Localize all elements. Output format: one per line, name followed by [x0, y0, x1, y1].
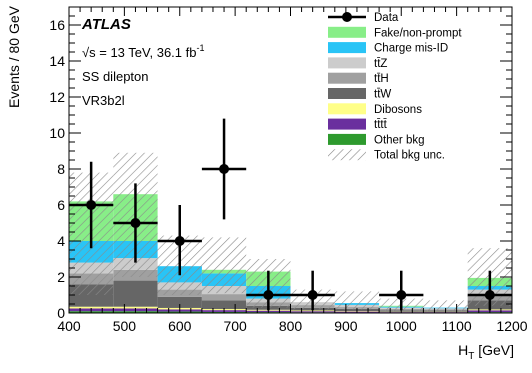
- y-tick-label: 0: [57, 305, 65, 321]
- legend-label: tt̄W: [374, 88, 391, 100]
- data-point: [263, 290, 273, 300]
- y-tick-label: 2: [57, 269, 65, 285]
- legend-label: Fake/non-prompt: [374, 27, 462, 39]
- energy-lumi-label: √s = 13 TeV, 36.1 fb-1: [82, 43, 205, 60]
- legend-label: tt̄tt̄: [374, 119, 388, 131]
- legend-label: Charge mis-ID: [374, 43, 448, 55]
- legend-swatch: [328, 134, 366, 145]
- y-axis-title: Events / 80 GeV: [6, 5, 22, 108]
- legend: Data Fake/non-prompt Charge mis-ID tt̄Z tt̄H…: [328, 12, 462, 162]
- legend-swatch: [328, 119, 366, 130]
- x-tick-label: 1000: [386, 318, 417, 334]
- legend-swatch: [328, 27, 366, 38]
- legend-label: Total bkg unc.: [374, 150, 445, 162]
- legend-unc-swatch: [328, 149, 366, 160]
- data-point: [86, 200, 96, 210]
- stack-bar-ttW: [113, 281, 157, 307]
- legend-swatch: [328, 88, 366, 99]
- legend-swatch: [328, 42, 366, 53]
- legend-swatch: [328, 57, 366, 68]
- legend-label: tt̄H: [374, 73, 389, 85]
- x-tick-label: 1100: [442, 318, 472, 334]
- x-tick-label: 1200: [496, 318, 527, 334]
- legend-data-marker: [342, 12, 352, 22]
- x-tick-label: 500: [113, 318, 137, 334]
- y-tick-label: 4: [57, 233, 65, 249]
- channel-label: SS dilepton: [82, 69, 149, 84]
- y-tick-label: 10: [49, 125, 65, 141]
- data-point: [396, 290, 406, 300]
- region-label: VR3b2l: [82, 93, 125, 108]
- legend-label: Other bkg: [374, 134, 425, 146]
- legend-swatch: [328, 73, 366, 84]
- y-tick-label: 8: [57, 161, 65, 177]
- atlas-label: ATLAS: [81, 16, 131, 33]
- legend-label: tt̄Z: [374, 57, 387, 69]
- y-tick-label: 16: [49, 17, 65, 33]
- legend-label: Dibosons: [374, 104, 422, 116]
- x-tick-label: 700: [223, 318, 247, 334]
- data-point: [485, 290, 495, 300]
- unc-band-bin: [335, 291, 379, 309]
- data-point: [130, 218, 140, 228]
- y-tick-label: 6: [57, 197, 65, 213]
- data-point: [175, 236, 185, 246]
- x-tick-label: 900: [334, 318, 358, 334]
- stack-bar-ttW: [202, 300, 246, 309]
- legend-label: Data: [374, 12, 399, 24]
- legend-swatch: [328, 103, 366, 114]
- y-tick-label: 12: [49, 89, 65, 105]
- stack-bar-ttH: [202, 294, 246, 300]
- data-point: [308, 290, 318, 300]
- y-tick-label: 14: [49, 53, 65, 69]
- unc-band-bin: [202, 237, 246, 293]
- x-axis-title: HT [GeV]: [458, 342, 514, 362]
- x-tick-label: 800: [279, 318, 303, 334]
- x-tick-label: 600: [168, 318, 192, 334]
- data-point: [219, 164, 229, 174]
